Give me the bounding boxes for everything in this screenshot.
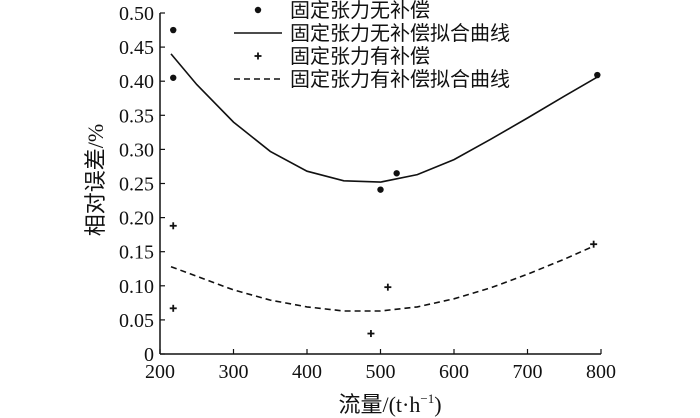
x-tick-label: 800 <box>586 361 616 383</box>
data-point-dot <box>377 186 384 193</box>
x-tick-label: 600 <box>439 361 469 383</box>
fit-curve-solid <box>170 53 598 183</box>
x-tick-label: 500 <box>366 361 396 383</box>
legend-label: 固定张力无补偿 <box>290 0 430 22</box>
x-tick-label: 300 <box>219 361 249 383</box>
legend-item: 固定张力有补偿拟合曲线 <box>234 68 510 91</box>
y-axis-title: 相对误差/% <box>83 124 108 236</box>
x-tick-label: 200 <box>145 361 175 383</box>
legend-item: 固定张力有补偿 <box>254 45 430 68</box>
data-markers <box>169 26 601 338</box>
legend-label: 固定张力有补偿 <box>290 45 430 68</box>
data-point-dot <box>170 26 177 34</box>
y-tick-label: 0 <box>144 344 154 366</box>
data-point-plus <box>367 330 375 338</box>
data-point-dot <box>393 170 400 177</box>
data-point-dot <box>594 71 601 79</box>
y-tick-label: 0.35 <box>119 105 154 127</box>
fit-curve-dashed <box>170 245 594 312</box>
axes: 0 0.05 0.10 0.15 0.20 0.25 0.30 0.35 0.40 0.45 0.5… <box>119 3 616 383</box>
data-point-plus <box>169 304 177 312</box>
y-tick-label: 0.20 <box>119 208 154 230</box>
y-tick-label: 0.25 <box>119 174 154 196</box>
data-point-plus <box>590 240 598 248</box>
data-point-plus <box>384 283 392 291</box>
y-tick-label: 0.05 <box>119 310 154 332</box>
legend-label: 固定张力无补偿拟合曲线 <box>290 22 510 45</box>
data-point-plus <box>254 52 262 60</box>
y-tick-label: 0.40 <box>119 71 154 93</box>
y-tick-label: 0.15 <box>119 242 154 264</box>
legend-item: 固定张力无补偿 <box>254 0 430 22</box>
y-tick-label: 0.50 <box>119 3 154 25</box>
y-tick-label: 0.10 <box>119 276 154 298</box>
y-tick-label: 0.45 <box>119 37 154 59</box>
x-tick-label: 700 <box>513 361 543 383</box>
x-tick-label: 400 <box>292 361 322 383</box>
legend-item: 固定张力无补偿拟合曲线 <box>234 22 510 45</box>
y-tick-label: 0.30 <box>119 139 154 161</box>
fit-curves <box>170 53 598 312</box>
data-point-plus <box>169 222 177 230</box>
data-point-dot <box>170 74 177 81</box>
x-axis-title: 流量/(t·h−1) <box>338 391 441 417</box>
data-point-dot <box>254 6 262 14</box>
legend-label: 固定张力有补偿拟合曲线 <box>290 68 510 91</box>
